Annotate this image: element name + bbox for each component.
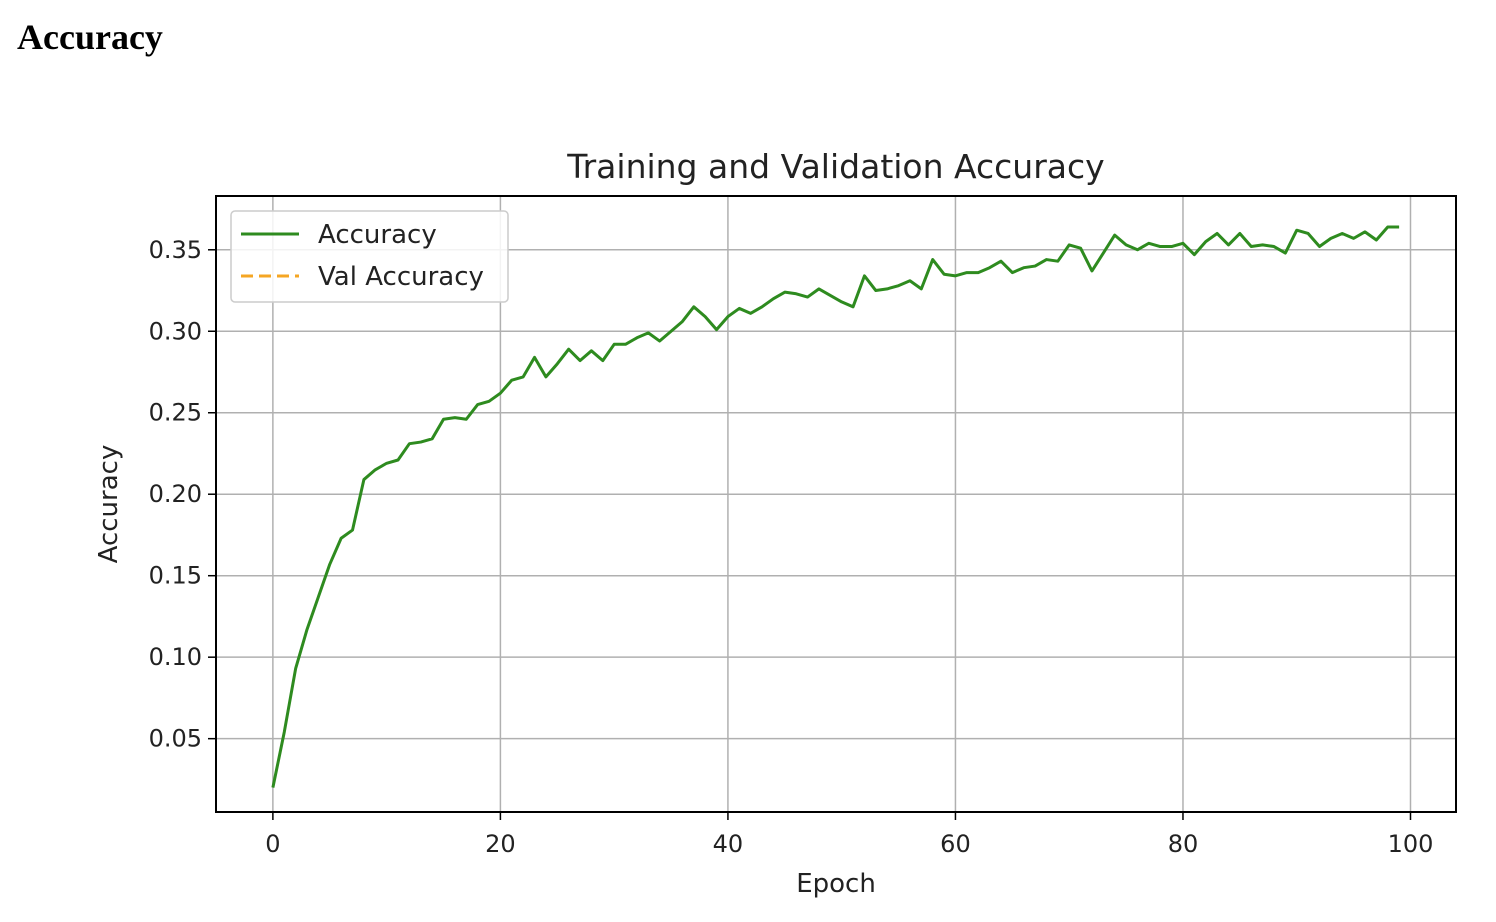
grid-lines: [216, 196, 1456, 812]
y-axis-label: Accuracy: [94, 445, 124, 564]
y-tick-label: 0.10: [149, 643, 202, 671]
axis-ticks: 0 20 40 60 80 100 0.05 0.10 0.15 0.20 0.25 0.30 0.35: [149, 236, 1434, 858]
y-tick-label: 0.05: [149, 725, 202, 753]
series-layer: [271, 225, 1400, 788]
legend: Accuracy Val Accuracy: [230, 210, 509, 303]
x-tick-label: 80: [1168, 830, 1199, 858]
y-tick-label: 0.30: [149, 317, 202, 345]
x-tick-label: 0: [265, 830, 280, 858]
x-tick-label: 40: [713, 830, 744, 858]
page-heading: Accuracy: [17, 17, 163, 57]
x-tick-label: 20: [485, 830, 516, 858]
legend-label-accuracy: Accuracy: [318, 220, 437, 250]
y-tick-label: 0.35: [149, 236, 202, 264]
x-axis-label: Epoch: [796, 869, 876, 899]
x-tick-label: 100: [1388, 830, 1434, 858]
legend-label-val-accuracy: Val Accuracy: [318, 262, 484, 292]
y-tick-label: 0.25: [149, 399, 202, 427]
legend-box: [230, 210, 509, 303]
accuracy-line: [271, 225, 1400, 788]
y-tick-label: 0.20: [149, 480, 202, 508]
chart-title: Training and Validation Accuracy: [566, 147, 1104, 186]
y-tick-label: 0.15: [149, 562, 202, 590]
x-tick-label: 60: [940, 830, 971, 858]
plot-frame: [215, 195, 1457, 813]
